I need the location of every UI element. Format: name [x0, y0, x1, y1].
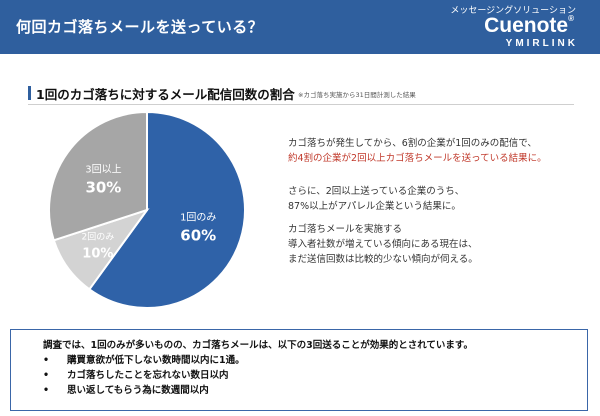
description-text: 87%以上がアパレル企業という結果に。: [288, 201, 461, 212]
summary-item: • 購買意欲が低下しない数時間以内に1通。: [43, 353, 245, 368]
brand-tagline: YMIRLINK: [505, 38, 578, 49]
section-accent-bar: [28, 86, 31, 100]
summary-item-text: カゴ落ちしたことを忘れない数日以内: [67, 370, 229, 381]
summary-box: 調査では、1回のみが多いものの、カゴ落ちメールは、以下の3回送ることが効果的とさ…: [10, 329, 588, 411]
slice-label-three-plus: 3回以上: [85, 163, 121, 175]
summary-item-text: 購買意欲が低下しない数時間以内に1通。: [67, 355, 245, 366]
summary-item-text: 思い返してもらう為に数週間以内: [67, 385, 209, 396]
summary-item: • 思い返してもらう為に数週間以内: [43, 383, 245, 398]
brand-subtitle: メッセージングソリューション: [450, 6, 576, 16]
slice-value-once: 60%: [180, 227, 216, 245]
summary-list: • 購買意欲が低下しない数時間以内に1通。 • カゴ落ちしたことを忘れない数日以内 …: [43, 353, 245, 398]
chart-footnote: ※カゴ落ち実施から31日間計測した結果: [298, 91, 416, 99]
description-paragraph-3: カゴ落ちメールを実施する 導入者社数が増えている傾向にある現在は、 まだ送信回数…: [288, 222, 588, 267]
description-text: まだ送信回数は比較的少ない傾向が伺える。: [288, 254, 478, 265]
description-text: さらに、2回以上送っている企業のうち、: [288, 186, 465, 197]
slice-label-twice: 2回のみ: [81, 232, 114, 243]
pie-chart: 1回のみ 60% 2回のみ 10% 3回以上 30%: [48, 110, 246, 309]
description-text: カゴ落ちメールを実施する: [288, 224, 403, 235]
slice-value-three-plus: 30%: [85, 178, 121, 196]
page-title: 何回カゴ落ちメールを送っている？: [16, 18, 264, 36]
header-banner: 何回カゴ落ちメールを送っている？ メッセージングソリューション Cuenote®…: [0, 0, 600, 54]
bullet-icon: •: [43, 370, 50, 381]
section-divider: [28, 104, 574, 105]
pie-slice-three-plus: [48, 110, 148, 242]
description-highlight: 約4割の企業が2回以上カゴ落ちメールを送っている結果に。: [288, 153, 547, 164]
summary-item: • カゴ落ちしたことを忘れない数日以内: [43, 368, 245, 383]
registered-mark: ®: [568, 14, 574, 23]
description-paragraph-2: さらに、2回以上送っている企業のうち、 87%以上がアパレル企業という結果に。: [288, 184, 588, 214]
slice-value-twice: 10%: [82, 247, 113, 262]
description-paragraph-1: カゴ落ちが発生してから、6割の企業が1回のみの配信で、 約4割の企業が2回以上カ…: [288, 136, 588, 166]
bullet-icon: •: [43, 385, 50, 396]
summary-lead: 調査では、1回のみが多いものの、カゴ落ちメールは、以下の3回送ることが効果的とさ…: [43, 340, 473, 351]
slice-label-once: 1回のみ: [180, 212, 216, 224]
pie-slice-once: [87, 110, 246, 309]
description-text: 導入者社数が増えている傾向にある現在は、: [288, 239, 478, 250]
brand-name: Cuenote: [484, 14, 569, 37]
description-text: カゴ落ちが発生してから、6割の企業が1回のみの配信で、: [288, 138, 537, 149]
bullet-icon: •: [43, 355, 50, 366]
chart-title: 1回のカゴ落ちに対するメール配信回数の割合: [36, 87, 295, 102]
brand-logo: Cuenote®: [484, 14, 574, 38]
